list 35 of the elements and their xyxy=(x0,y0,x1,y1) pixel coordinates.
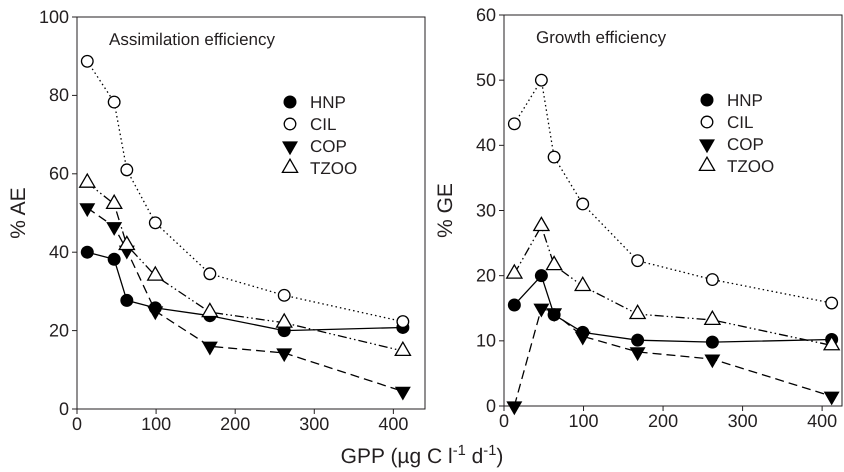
x-tick-label: 0 xyxy=(72,414,82,434)
legend-label: CIL xyxy=(310,115,336,134)
y-tick-label: 30 xyxy=(476,200,496,220)
legend-label: CIL xyxy=(727,113,754,132)
x-tick-label: 0 xyxy=(498,410,510,431)
y-tick-label: 60 xyxy=(48,164,69,184)
y-axis-title: % AE xyxy=(7,187,30,239)
x-tick-label: 400 xyxy=(378,414,408,434)
text: Growth efficiency xyxy=(536,28,667,47)
y-axis-title: % GE xyxy=(434,183,457,238)
x-tick-label: 100 xyxy=(568,410,599,431)
x-tick-label: 100 xyxy=(141,414,172,434)
text: Assimilation efficiency xyxy=(109,30,276,49)
legend-label: TZOO xyxy=(310,159,358,178)
y-tick-label: 60 xyxy=(476,4,496,25)
y-tick-label: 40 xyxy=(476,135,496,156)
x-tick-label: 200 xyxy=(220,414,250,434)
x-axis-title: GPP (µg C l$^{-1}$ d$^{-1}$) xyxy=(340,443,504,468)
x-tick-label: 400 xyxy=(807,410,838,431)
legend-label: TZOO xyxy=(727,157,774,176)
x-tick-label: 300 xyxy=(299,414,330,434)
legend-label: COP xyxy=(310,137,347,156)
legend-label: HNP xyxy=(310,93,346,112)
y-tick-label: 40 xyxy=(48,242,69,262)
x-tick-label: 300 xyxy=(728,410,758,431)
y-tick-label: 20 xyxy=(48,320,69,340)
x-tick-label: 200 xyxy=(648,410,678,431)
legend-label: COP xyxy=(727,135,764,154)
y-tick-label: 10 xyxy=(476,330,496,351)
y-tick-label: 20 xyxy=(476,265,496,286)
legend-label: HNP xyxy=(727,91,763,110)
y-tick-label: 0 xyxy=(486,396,496,416)
y-tick-label: 50 xyxy=(476,70,496,90)
y-tick-label: 100 xyxy=(38,6,69,27)
y-tick-label: 80 xyxy=(48,85,69,106)
